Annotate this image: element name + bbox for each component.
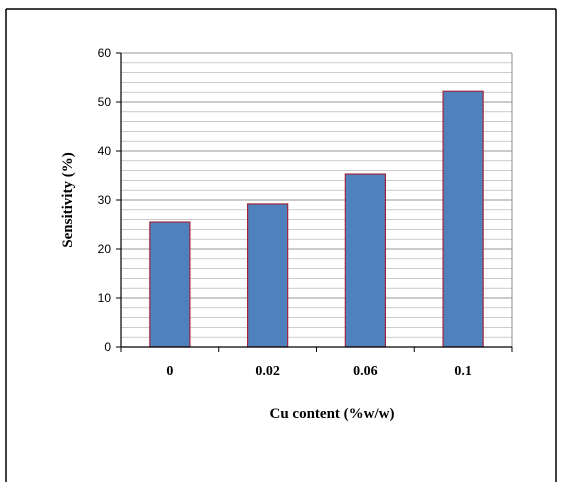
- x-axis-title: Cu content (%w/w): [270, 406, 395, 422]
- y-tick-label: 50: [98, 95, 112, 109]
- bar: [149, 221, 191, 348]
- y-tick-labels: 0 10 20 30 40 50 60: [98, 46, 112, 354]
- y-axis-title: Sensitivity (%): [60, 152, 76, 247]
- x-category-labels: 0 0.02 0.06 0.1: [166, 364, 472, 379]
- x-tick-label: 0.02: [255, 364, 280, 379]
- y-tick-label: 20: [98, 242, 112, 256]
- y-tick-label: 30: [98, 193, 112, 207]
- axes: [116, 52, 513, 352]
- bar: [246, 203, 289, 348]
- y-tick-label: 60: [98, 46, 112, 60]
- x-tick-label: 0: [166, 364, 173, 379]
- y-tick-label: 0: [104, 340, 111, 354]
- x-tick-label: 0.06: [353, 364, 378, 379]
- bar: [442, 90, 484, 348]
- bars: [149, 90, 484, 348]
- x-tick-label: 0.1: [454, 364, 472, 379]
- y-tick-label: 40: [98, 144, 112, 158]
- y-tick-label: 10: [98, 291, 112, 305]
- bar: [344, 173, 387, 348]
